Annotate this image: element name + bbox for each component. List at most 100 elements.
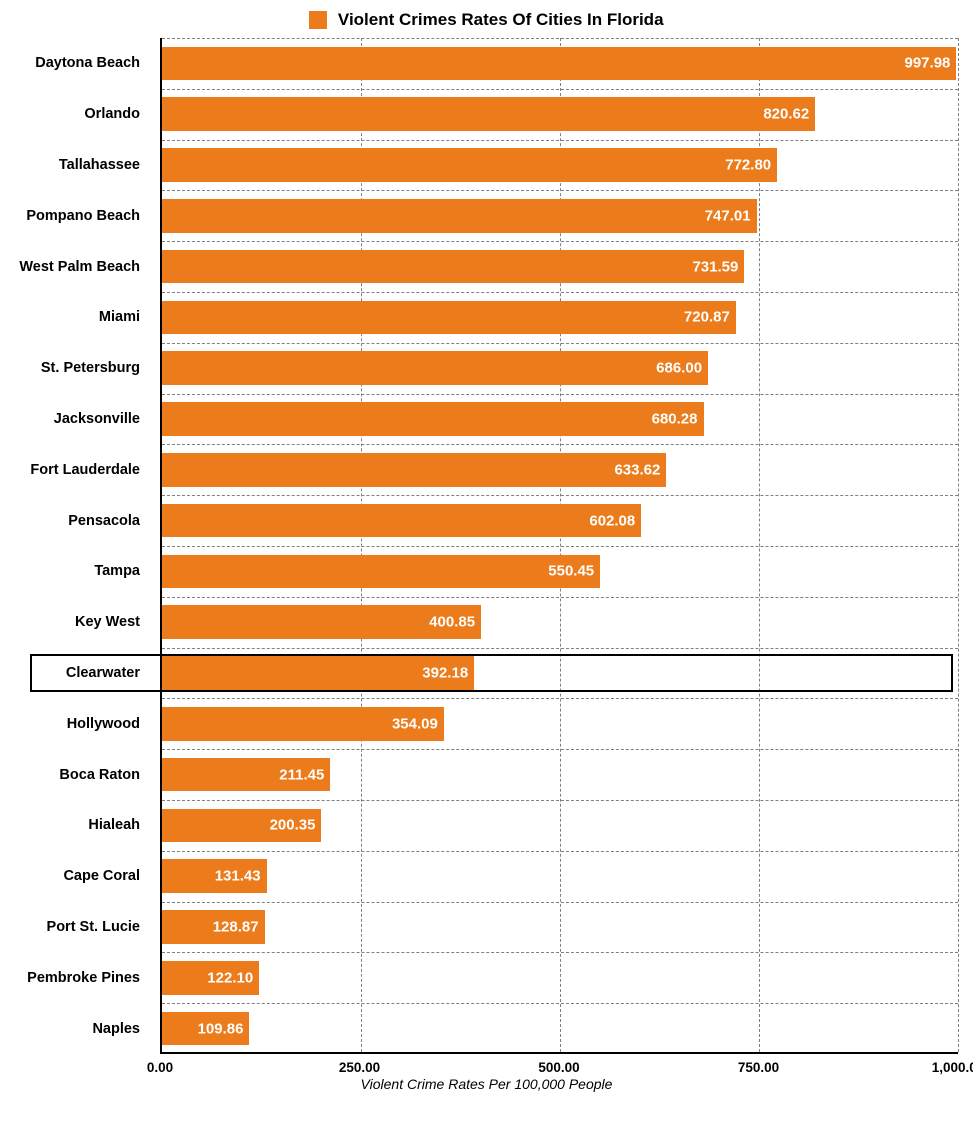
x-tick-label: 500.00 — [538, 1060, 579, 1075]
bar-value-label: 747.01 — [705, 207, 751, 224]
gridline-horizontal — [162, 140, 958, 141]
bar: 354.09 — [162, 707, 444, 741]
bar-value-label: 392.18 — [422, 664, 468, 681]
bar: 633.62 — [162, 453, 666, 487]
bar-value-label: 680.28 — [652, 410, 698, 427]
bar-value-label: 200.35 — [270, 817, 316, 834]
gridline-horizontal — [162, 1003, 958, 1004]
bar-value-label: 772.80 — [725, 156, 771, 173]
bar: 400.85 — [162, 605, 481, 639]
gridline-horizontal — [162, 902, 958, 903]
gridline-horizontal — [162, 546, 958, 547]
bar-row: 122.10 — [162, 961, 958, 995]
bar-row: 731.59 — [162, 250, 958, 284]
y-axis-label: Pembroke Pines — [10, 970, 150, 986]
gridline-vertical — [958, 38, 959, 1052]
bar: 997.98 — [162, 47, 956, 81]
gridline-horizontal — [162, 749, 958, 750]
bar: 211.45 — [162, 758, 330, 792]
y-axis-label: Fort Lauderdale — [10, 462, 150, 478]
bar-row: 354.09 — [162, 707, 958, 741]
gridline-horizontal — [162, 89, 958, 90]
bar-value-label: 550.45 — [548, 563, 594, 580]
bar-value-label: 997.98 — [905, 55, 951, 72]
bar-value-label: 731.59 — [692, 258, 738, 275]
bar-value-label: 400.85 — [429, 614, 475, 631]
y-axis-label: Miami — [10, 309, 150, 325]
bar-row: 720.87 — [162, 301, 958, 335]
bar-row: 820.62 — [162, 97, 958, 131]
gridline-horizontal — [162, 444, 958, 445]
x-tick-label: 0.00 — [147, 1060, 173, 1075]
y-axis-label: Pompano Beach — [10, 208, 150, 224]
y-axis-label: Jacksonville — [10, 411, 150, 427]
gridline-horizontal — [162, 851, 958, 852]
x-axis-label: Violent Crime Rates Per 100,000 People — [10, 1076, 963, 1092]
plot-area: 997.98 820.62 772.80 747.01 731.59 720.87 686.… — [160, 38, 958, 1054]
bar: 731.59 — [162, 250, 744, 284]
y-axis-label: Orlando — [10, 106, 150, 122]
gridline-horizontal — [162, 241, 958, 242]
bar-value-label: 354.09 — [392, 715, 438, 732]
bar-row: 997.98 — [162, 47, 958, 81]
bar: 128.87 — [162, 910, 265, 944]
y-axis-label: Pensacola — [10, 513, 150, 529]
chart-title: Violent Crimes Rates Of Cities In Florid… — [338, 10, 664, 30]
bar: 122.10 — [162, 961, 259, 995]
bar: 820.62 — [162, 97, 815, 131]
bar: 131.43 — [162, 859, 267, 893]
bar-row: 200.35 — [162, 809, 958, 843]
bar-row: 680.28 — [162, 402, 958, 436]
chart-plot: 997.98 820.62 772.80 747.01 731.59 720.87 686.… — [10, 38, 963, 1094]
bar-row: 392.18 — [162, 656, 958, 690]
bar: 392.18 — [162, 656, 474, 690]
gridline-horizontal — [162, 38, 958, 39]
bar: 680.28 — [162, 402, 704, 436]
bar-value-label: 109.86 — [198, 1020, 244, 1037]
x-tick-label: 1,000.00 — [932, 1060, 973, 1075]
bar-value-label: 122.10 — [207, 969, 253, 986]
y-axis-label: Hialeah — [10, 817, 150, 833]
y-axis-label: West Palm Beach — [10, 259, 150, 275]
bar-row: 400.85 — [162, 605, 958, 639]
bar-row: 602.08 — [162, 504, 958, 538]
bar-row: 550.45 — [162, 555, 958, 589]
y-axis-label: Daytona Beach — [10, 55, 150, 71]
bar-row: 109.86 — [162, 1012, 958, 1046]
bar-value-label: 131.43 — [215, 868, 261, 885]
bar-row: 128.87 — [162, 910, 958, 944]
gridline-horizontal — [162, 292, 958, 293]
y-axis-label: Naples — [10, 1021, 150, 1037]
chart-container: Violent Crimes Rates Of Cities In Florid… — [10, 10, 963, 1094]
bar-value-label: 820.62 — [763, 106, 809, 123]
y-axis-label: Clearwater — [10, 665, 150, 681]
y-axis-label: Hollywood — [10, 716, 150, 732]
bar: 772.80 — [162, 148, 777, 182]
bar: 686.00 — [162, 351, 708, 385]
bar-value-label: 128.87 — [213, 918, 259, 935]
bar-value-label: 686.00 — [656, 360, 702, 377]
x-tick-label: 750.00 — [738, 1060, 779, 1075]
y-axis-label: Key West — [10, 614, 150, 630]
gridline-horizontal — [162, 597, 958, 598]
bar: 200.35 — [162, 809, 321, 843]
y-axis-label: Port St. Lucie — [10, 919, 150, 935]
gridline-horizontal — [162, 648, 958, 649]
y-axis-label: Tallahassee — [10, 157, 150, 173]
bar-value-label: 633.62 — [614, 461, 660, 478]
gridline-horizontal — [162, 952, 958, 953]
y-axis-label: Cape Coral — [10, 868, 150, 884]
bar-value-label: 720.87 — [684, 309, 730, 326]
bar: 747.01 — [162, 199, 757, 233]
y-axis-label: Tampa — [10, 563, 150, 579]
gridline-horizontal — [162, 343, 958, 344]
bar-value-label: 602.08 — [589, 512, 635, 529]
bar: 550.45 — [162, 555, 600, 589]
gridline-horizontal — [162, 698, 958, 699]
chart-legend: Violent Crimes Rates Of Cities In Florid… — [10, 10, 963, 30]
bar-row: 131.43 — [162, 859, 958, 893]
gridline-horizontal — [162, 394, 958, 395]
bar: 109.86 — [162, 1012, 249, 1046]
bar-row: 772.80 — [162, 148, 958, 182]
bar-value-label: 211.45 — [279, 766, 324, 783]
